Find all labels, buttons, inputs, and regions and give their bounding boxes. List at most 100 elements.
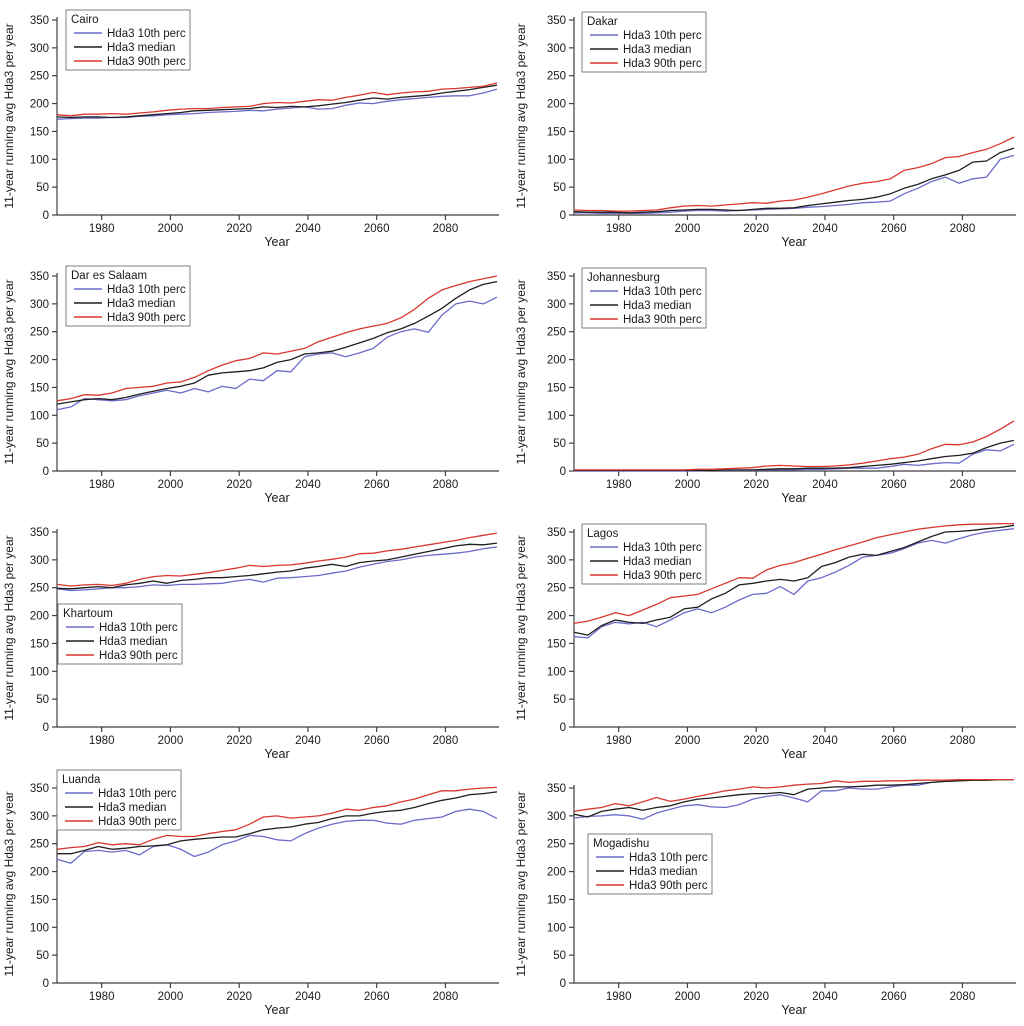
y-tick-label: 300: [30, 555, 49, 567]
chart-svg-dakar: 0 50 100 150 200 250 300 350 1980 2000 2020 2040 206…: [514, 11, 1016, 249]
y-tick-label: 100: [547, 410, 566, 422]
y-tick-label: 100: [30, 154, 49, 166]
x-tick-label: 2060: [881, 991, 907, 1003]
x-tick-label: 1980: [606, 223, 632, 235]
legend-box: [587, 833, 713, 895]
x-tick-label: 2060: [881, 479, 907, 491]
legend-label: Hda3 median: [623, 44, 691, 56]
series-line-p10: [574, 443, 1015, 472]
legend: Luanda Hda3 10th perc Hda3 median Hda3 90th…: [56, 769, 182, 831]
x-axis-title: Year: [781, 747, 806, 761]
y-tick-label: 150: [547, 894, 566, 906]
x-tick-label: 1980: [89, 223, 115, 235]
series-line-p90: [56, 275, 498, 402]
series-line-median: [57, 791, 498, 855]
series-line-p90: [574, 420, 1015, 471]
y-tick-label: 100: [30, 666, 49, 678]
legend-label: Hda3 90th perc: [623, 570, 702, 582]
legend-label: Hda3 median: [98, 802, 166, 814]
x-tick-label: 1980: [606, 991, 632, 1003]
y-tick-label: 50: [553, 950, 566, 962]
legend-label: Hda3 10th perc: [629, 852, 708, 864]
y-axis-title: 11-year running avg Hda3 per year: [2, 23, 16, 208]
y-tick-label: 250: [30, 583, 49, 595]
x-tick-label: 2060: [881, 735, 907, 747]
y-tick-label: 0: [560, 722, 566, 734]
legend-box: [581, 267, 707, 329]
y-tick-label: 350: [30, 15, 49, 27]
y-tick-label: 0: [560, 466, 566, 478]
y-tick-label: 50: [36, 438, 49, 450]
legend-label: Hda3 median: [99, 636, 167, 648]
x-tick-label: 2000: [675, 479, 701, 491]
legend-box: [56, 769, 182, 831]
y-tick-label: 250: [30, 327, 49, 339]
x-axis-title: Year: [264, 491, 289, 505]
y-tick-label: 250: [30, 71, 49, 83]
y-axis-title: 11-year running avg Hda3 per year: [514, 791, 528, 976]
x-tick-label: 2020: [226, 991, 252, 1003]
y-tick-label: 100: [30, 410, 49, 422]
y-tick-label: 200: [30, 355, 49, 367]
y-tick-label: 50: [553, 438, 566, 450]
chart-panel-johannesburg: 0 50 100 150 200 250 300 350 1980 2000 2020 2040 206…: [512, 256, 1024, 512]
y-tick-label: 100: [547, 666, 566, 678]
y-tick-label: 150: [30, 126, 49, 138]
legend-box: [581, 11, 707, 73]
y-tick-label: 0: [43, 466, 49, 478]
legend-label: Hda3 90th perc: [623, 58, 702, 70]
series-line-p90: [56, 82, 498, 117]
y-tick-label: 100: [30, 922, 49, 934]
x-tick-label: 2000: [158, 223, 184, 235]
y-tick-label: 250: [547, 839, 566, 851]
legend-title: Khartoum: [63, 608, 113, 620]
y-tick-label: 250: [30, 839, 49, 851]
y-tick-label: 150: [547, 382, 566, 394]
x-tick-label: 1980: [606, 479, 632, 491]
x-tick-label: 2080: [950, 223, 976, 235]
legend-box: [57, 603, 183, 665]
x-tick-label: 1980: [89, 991, 115, 1003]
x-tick-label: 2040: [295, 991, 321, 1003]
chart-panel-cairo: 0 50 100 150 200 250 300 350 1980 2000 2020 2040 206…: [0, 0, 512, 256]
series-line-median: [56, 84, 498, 119]
legend-label: Hda3 90th perc: [623, 314, 702, 326]
x-tick-label: 2020: [226, 479, 252, 491]
y-tick-label: 300: [547, 555, 566, 567]
x-tick-label: 2020: [743, 735, 769, 747]
legend: Khartoum Hda3 10th perc Hda3 median Hda3 90…: [57, 603, 183, 665]
y-tick-label: 350: [547, 15, 566, 27]
legend: Cairo Hda3 10th perc Hda3 median Hda3 90th …: [65, 9, 191, 71]
legend-label: Hda3 10th perc: [107, 28, 186, 40]
y-tick-label: 200: [30, 99, 49, 111]
legend-title: Mogadishu: [593, 838, 649, 850]
legend-box: [65, 265, 191, 327]
x-tick-label: 2020: [743, 479, 769, 491]
y-tick-label: 350: [547, 783, 566, 795]
y-axis-title: 11-year running avg Hda3 per year: [514, 279, 528, 464]
y-tick-label: 150: [30, 638, 49, 650]
legend-title: Dakar: [587, 16, 618, 28]
x-tick-label: 2060: [881, 223, 907, 235]
x-axis-title: Year: [264, 1003, 289, 1017]
chart-svg-dar-es-salaam: 0 50 100 150 200 250 300 350 1980 2000 2020 2040 206…: [2, 265, 499, 505]
legend-label: Hda3 10th perc: [623, 30, 702, 42]
legend-label: Hda3 median: [623, 556, 691, 568]
x-axis-title: Year: [781, 1003, 806, 1017]
y-tick-label: 50: [36, 182, 49, 194]
y-tick-label: 200: [547, 867, 566, 879]
y-tick-label: 0: [43, 210, 49, 222]
series-line-p90: [56, 786, 498, 850]
y-tick-label: 0: [43, 722, 49, 734]
y-tick-label: 50: [553, 694, 566, 706]
series-line-median: [56, 542, 498, 590]
series-line-median: [56, 280, 498, 405]
y-tick-label: 200: [30, 611, 49, 623]
legend-title: Luanda: [62, 774, 101, 786]
legend-label: Hda3 10th perc: [107, 284, 186, 296]
x-tick-label: 2040: [295, 735, 321, 747]
chart-panel-dar-es-salaam: 0 50 100 150 200 250 300 350 1980 2000 2020 2040 206…: [0, 256, 512, 512]
y-tick-label: 350: [30, 783, 49, 795]
legend-label: Hda3 median: [629, 866, 697, 878]
series-line-median: [573, 778, 1014, 818]
